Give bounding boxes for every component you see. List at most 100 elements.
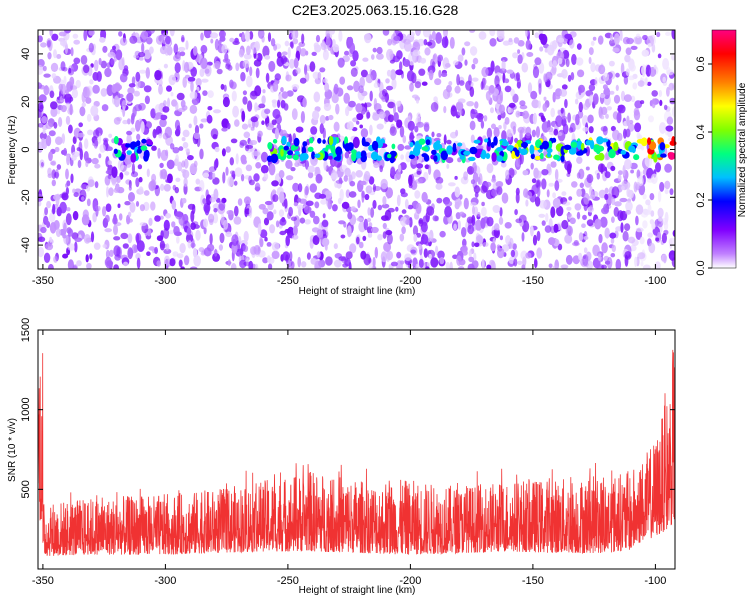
heatmap-noise-speckle — [250, 116, 258, 123]
heatmap-noise-speckle — [279, 218, 287, 226]
heatmap-noise-speckle — [246, 75, 253, 88]
heatmap-noise-speckle — [458, 266, 465, 269]
heatmap-noise-speckle — [490, 189, 499, 197]
heatmap-noise-speckle — [156, 260, 161, 267]
heatmap-ridge-cell — [300, 152, 309, 161]
heatmap-noise-speckle — [617, 104, 625, 110]
heatmap-noise-speckle — [65, 168, 69, 180]
heatmap-noise-speckle — [390, 69, 397, 81]
heatmap-noise-speckle — [617, 170, 623, 176]
heatmap-noise-speckle — [346, 121, 354, 131]
heatmap-noise-speckle — [146, 168, 150, 178]
heatmap-noise-speckle — [489, 30, 496, 37]
heatmap-noise-speckle — [338, 256, 347, 261]
heatmap-noise-speckle — [624, 251, 632, 260]
heatmap-noise-speckle — [264, 108, 271, 115]
heatmap-noise-speckle — [124, 171, 130, 176]
heatmap-noise-speckle — [339, 76, 346, 85]
heatmap-noise-speckle — [576, 156, 583, 164]
heatmap-noise-speckle — [181, 197, 187, 204]
heatmap-noise-speckle — [385, 78, 390, 84]
heatmap-noise-speckle — [513, 258, 518, 267]
heatmap-noise-speckle — [49, 236, 53, 243]
heatmap-noise-speckle — [444, 200, 453, 207]
heatmap-noise-speckle — [583, 236, 589, 240]
heatmap-noise-speckle — [463, 197, 469, 210]
heatmap-noise-speckle — [165, 243, 170, 251]
heatmap-noise-speckle — [382, 222, 387, 230]
heatmap-noise-speckle — [266, 211, 274, 221]
heatmap-noise-speckle — [122, 243, 129, 249]
heatmap-noise-speckle — [291, 234, 299, 240]
heatmap-noise-speckle — [480, 185, 488, 194]
heatmap-noise-speckle — [262, 45, 270, 58]
heatmap-noise-speckle — [366, 111, 371, 119]
heatmap-noise-speckle — [454, 175, 458, 180]
heatmap-noise-speckle — [135, 201, 140, 207]
heatmap-noise-speckle — [466, 216, 474, 224]
heatmap-noise-speckle — [301, 261, 307, 268]
heatmap-noise-speckle — [598, 64, 606, 75]
heatmap-noise-speckle — [230, 263, 237, 269]
heatmap-noise-speckle — [424, 47, 431, 56]
heatmap-noise-speckle — [569, 217, 576, 225]
heatmap-noise-speckle — [568, 127, 574, 133]
heatmap-noise-speckle — [281, 51, 288, 56]
heatmap-noise-speckle — [439, 257, 445, 265]
heatmap-ridge-cell — [281, 135, 287, 145]
heatmap-noise-speckle — [67, 228, 74, 237]
heatmap-noise-speckle — [98, 153, 102, 159]
heatmap-noise-speckle — [311, 51, 317, 57]
heatmap-noise-speckle — [234, 167, 243, 178]
heatmap-noise-speckle — [219, 232, 225, 244]
heatmap-noise-speckle — [102, 45, 108, 53]
heatmap-noise-speckle — [193, 160, 198, 168]
heatmap-noise-speckle — [294, 30, 299, 39]
heatmap-noise-speckle — [564, 98, 568, 109]
heatmap-ridge-cell — [493, 136, 498, 146]
heatmap-noise-speckle — [305, 200, 314, 207]
heatmap-noise-speckle — [39, 104, 44, 110]
heatmap-noise-speckle — [439, 230, 446, 238]
heatmap-noise-speckle — [575, 113, 580, 126]
heatmap-ridge-cell — [613, 141, 619, 152]
heatmap-ridge-cell — [387, 153, 392, 159]
heatmap-noise-speckle — [443, 134, 447, 145]
heatmap-noise-speckle — [646, 177, 655, 183]
heatmap-ridge-cell — [660, 153, 667, 158]
heatmap-noise-speckle — [626, 115, 630, 127]
heatmap-noise-speckle — [129, 35, 138, 44]
heatmap-noise-speckle — [205, 194, 212, 206]
heatmap-noise-speckle — [626, 187, 631, 198]
heatmap-noise-speckle — [44, 85, 48, 90]
heatmap-noise-speckle — [654, 261, 661, 269]
heatmap-noise-speckle — [435, 176, 444, 185]
heatmap-noise-speckle — [319, 123, 324, 135]
heatmap-noise-speckle — [265, 72, 270, 83]
heatmap-noise-speckle — [122, 119, 128, 125]
heatmap-noise-speckle — [159, 118, 167, 128]
heatmap-ridge-cell — [568, 148, 577, 155]
heatmap-noise-speckle — [651, 98, 656, 109]
heatmap-noise-speckle — [78, 122, 83, 128]
heatmap-noise-speckle — [112, 45, 116, 51]
heatmap-noise-speckle — [290, 167, 296, 172]
heatmap-noise-speckle — [183, 177, 188, 188]
heatmap-noise-speckle — [604, 171, 611, 179]
colorbar-tick-label: 0.4 — [695, 124, 707, 139]
heatmap-noise-speckle — [474, 101, 479, 109]
heatmap-noise-speckle — [257, 223, 262, 236]
heatmap-noise-speckle — [442, 57, 450, 70]
heatmap-noise-speckle — [80, 196, 85, 201]
heatmap-noise-speckle — [317, 71, 322, 81]
heatmap-noise-speckle — [93, 100, 100, 107]
heatmap-noise-speckle — [266, 122, 274, 131]
heatmap-noise-speckle — [314, 44, 322, 53]
heatmap-noise-speckle — [95, 204, 99, 217]
heatmap-noise-speckle — [53, 49, 57, 59]
heatmap-noise-speckle — [254, 186, 261, 191]
heatmap-ridge-cell — [530, 153, 535, 160]
heatmap-noise-speckle — [651, 222, 655, 227]
heatmap-noise-speckle — [561, 84, 568, 90]
heatmap-noise-speckle — [443, 30, 448, 38]
